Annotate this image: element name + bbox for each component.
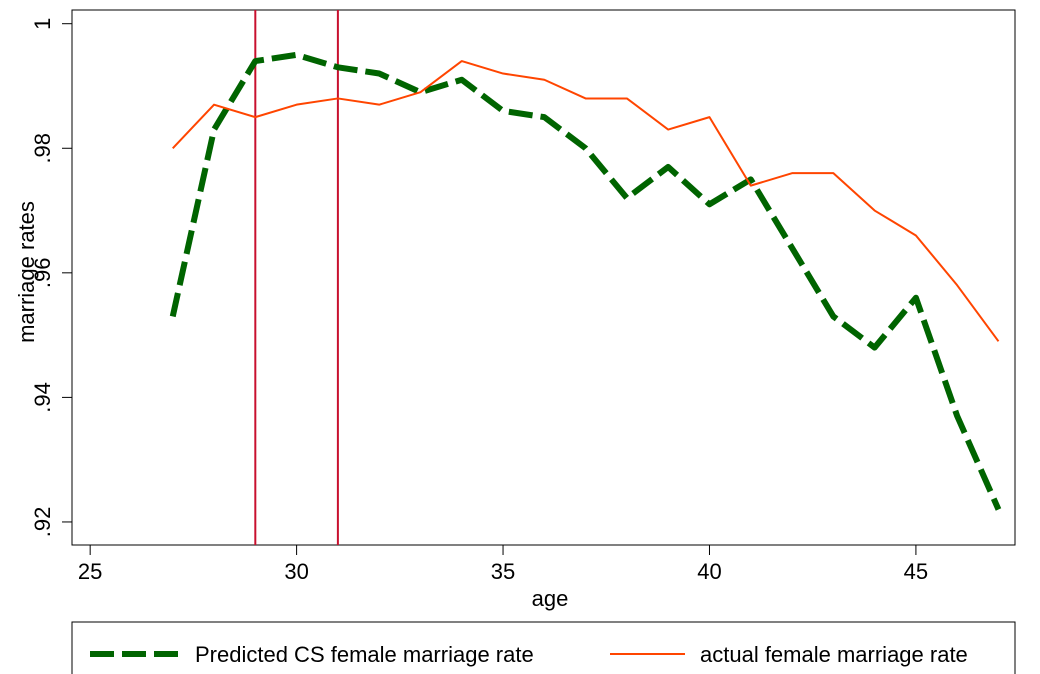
data-line [169, 51, 1002, 511]
y-tick-label: .98 [30, 133, 55, 164]
y-tick-label: .96 [30, 258, 55, 289]
legend-label: actual female marriage rate [700, 642, 968, 667]
x-tick-label: 35 [491, 559, 515, 584]
x-tick-label: 25 [78, 559, 102, 584]
y-tick-label: 1 [30, 18, 55, 30]
legend-box [71, 621, 1016, 674]
y-axis-title: marriage rates [14, 201, 39, 343]
y-tick-label: .92 [30, 507, 55, 538]
legend-label: Predicted CS female marriage rate [195, 642, 534, 667]
x-axis-title: age [532, 586, 569, 611]
x-tick-label: 45 [904, 559, 928, 584]
x-tick-label: 40 [697, 559, 721, 584]
data-line [172, 60, 1000, 342]
x-tick-label: 30 [284, 559, 308, 584]
plot-frame [71, 9, 1016, 546]
y-tick-label: .94 [30, 382, 55, 413]
